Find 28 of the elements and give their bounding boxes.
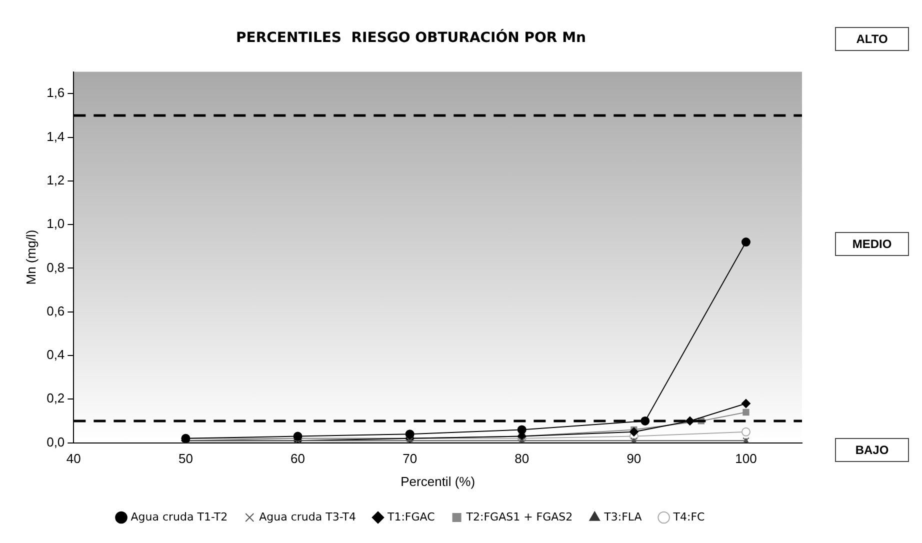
text: ALTO — [835, 26, 909, 51]
x-tick-label: 60 — [290, 451, 306, 466]
y-axis-title: Mn (mg/l) — [23, 230, 38, 285]
x-tick-label: 40 — [66, 451, 81, 466]
chart-title: PERCENTILES RIESGO OBTURACIÓN POR Mn — [236, 29, 586, 46]
y-tick-label: 0,4 — [46, 347, 65, 362]
y-tick-label: 1,6 — [46, 85, 65, 100]
legend-label: T4:FC — [672, 510, 706, 524]
x-tick-label: 80 — [514, 451, 530, 466]
y-tick-label: 0,2 — [46, 390, 65, 406]
y-tick-label: 0,6 — [46, 303, 65, 318]
x-tick-label: 100 — [735, 451, 757, 466]
y-tick-label: 1,4 — [46, 128, 65, 144]
text: BAJO — [835, 438, 909, 462]
legend-label: T3:FLA — [603, 510, 642, 524]
y-tick-label: 0,8 — [46, 260, 65, 275]
y-tick-label: 1,0 — [46, 216, 65, 232]
legend-label: T2:FGAS1 + FGAS2 — [465, 510, 573, 524]
legend-label: Agua cruda T3-T4 — [259, 510, 356, 524]
x-tick-label: 70 — [402, 451, 418, 466]
x-tick-label: 50 — [178, 451, 193, 466]
y-tick-label: 0,0 — [46, 434, 65, 450]
y-tick-label: 1,2 — [46, 172, 65, 188]
x-tick-label: 90 — [626, 451, 642, 466]
legend-label: T1:FGAC — [386, 510, 436, 524]
text: MEDIO — [835, 232, 909, 256]
x-axis-title: Percentil (%) — [400, 474, 476, 489]
legend-label: Agua cruda T1-T2 — [130, 510, 228, 524]
